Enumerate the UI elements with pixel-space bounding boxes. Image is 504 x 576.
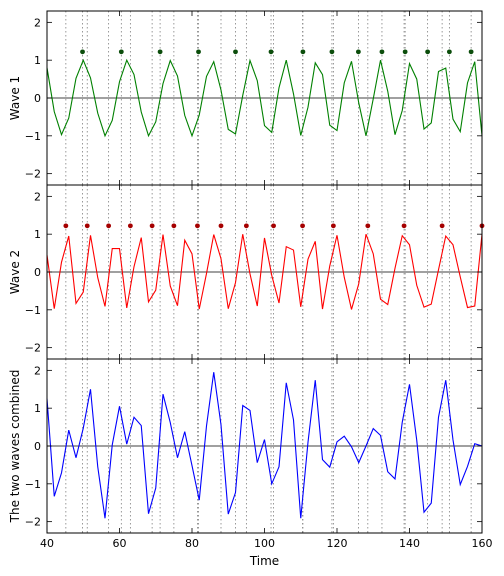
x-tick-label: 60 <box>113 537 127 550</box>
peak-marker <box>355 49 361 55</box>
series-line <box>46 233 483 310</box>
peak-marker <box>127 223 133 229</box>
peak-marker <box>271 223 276 229</box>
y-tick-label: −2 <box>25 516 41 529</box>
peak-marker <box>233 49 238 55</box>
y-tick-label: 0 <box>34 92 41 105</box>
y-tick-label: 0 <box>34 440 41 453</box>
y-tick-label: 1 <box>34 402 41 415</box>
peak-marker <box>80 49 85 55</box>
peak-marker <box>157 49 163 55</box>
peak-marker <box>118 49 124 55</box>
y-axis-label: Wave 2 <box>8 250 22 294</box>
panel-3: −2 −1 0 1 2 The two waves combined 40 60 80 100 12… <box>8 358 493 568</box>
panel-2: −2 −1 0 1 2 Wave 2 <box>8 184 485 360</box>
panels: −2 −1 0 1 2 Wave 1 −2 −1 0 1 2 Wave 2 −2 −1 0 1 2 The two… <box>8 10 493 568</box>
peak-marker <box>330 223 336 229</box>
y-tick-label: 2 <box>34 364 41 377</box>
peak-marker <box>439 223 445 229</box>
peak-marker <box>300 223 305 229</box>
peak-marker <box>329 49 335 55</box>
x-tick-label: 100 <box>254 537 275 550</box>
peak-marker <box>468 49 474 55</box>
x-tick-label: 160 <box>472 537 493 550</box>
peak-marker <box>218 223 224 229</box>
peak-marker <box>149 223 155 229</box>
x-tick-label: 80 <box>185 537 199 550</box>
y-tick-label: 2 <box>34 190 41 203</box>
peak-marker <box>425 49 431 55</box>
peak-marker <box>401 223 407 229</box>
y-tick-label: −1 <box>25 304 41 317</box>
x-tick-label: 120 <box>327 537 348 550</box>
peak-marker <box>379 49 385 55</box>
peak-marker <box>446 49 452 55</box>
peak-marker <box>106 223 112 229</box>
panel-1: −2 −1 0 1 2 Wave 1 <box>8 10 483 186</box>
y-tick-label: 1 <box>34 54 41 67</box>
x-tick-label: 40 <box>40 537 54 550</box>
peak-marker <box>196 49 201 55</box>
y-axis-label: The two waves combined <box>8 370 22 524</box>
y-axis-label: Wave 1 <box>8 76 22 120</box>
series-line <box>46 58 483 138</box>
peak-marker <box>402 49 408 55</box>
x-axis-label: Time <box>249 554 279 568</box>
y-tick-label: −2 <box>25 168 41 181</box>
peak-marker <box>365 223 371 229</box>
y-tick-label: 0 <box>34 266 41 279</box>
y-tick-label: −1 <box>25 478 41 491</box>
series-line <box>46 372 483 519</box>
peak-marker <box>171 223 177 229</box>
peak-marker <box>268 49 274 55</box>
y-tick-label: 2 <box>34 16 41 29</box>
y-tick-label: 1 <box>34 228 41 241</box>
peak-marker <box>84 223 90 229</box>
y-tick-label: −1 <box>25 130 41 143</box>
peak-marker <box>300 49 306 55</box>
x-tick-label: 140 <box>399 537 420 550</box>
peak-marker <box>243 223 249 229</box>
y-tick-label: −2 <box>25 342 41 355</box>
peak-marker <box>63 223 69 229</box>
peak-marker <box>195 223 200 229</box>
